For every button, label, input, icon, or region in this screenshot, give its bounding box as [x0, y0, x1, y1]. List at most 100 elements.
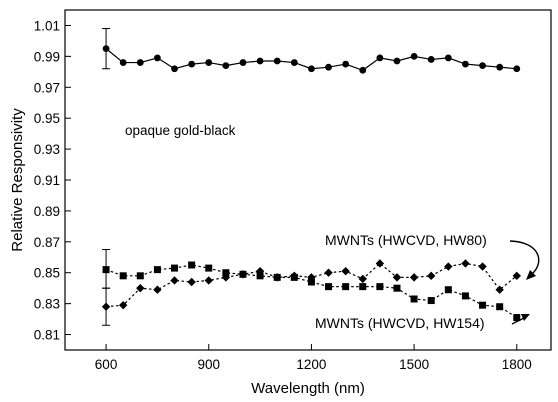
data-point — [239, 270, 247, 278]
data-point — [154, 54, 161, 62]
data-point — [119, 59, 127, 66]
data-point — [375, 259, 385, 268]
data-point — [479, 301, 487, 309]
data-point — [427, 271, 436, 281]
data-point — [512, 271, 521, 281]
data-point — [393, 284, 401, 292]
data-point — [290, 59, 298, 66]
data-point — [205, 264, 213, 272]
data-point — [359, 66, 367, 74]
annotation-opaque-gold-black: opaque gold-black — [125, 123, 236, 138]
data-point — [427, 56, 435, 63]
data-point — [444, 54, 452, 62]
data-point — [325, 283, 333, 291]
data-point — [392, 273, 402, 282]
series-layer — [101, 28, 521, 326]
data-point — [153, 266, 161, 274]
data-point — [101, 302, 111, 311]
data-point — [136, 272, 144, 280]
data-point — [496, 63, 504, 71]
annotation-hw80: MWNTs (HWCVD, HW80) — [325, 232, 487, 248]
y-tick-label: 0.81 — [34, 328, 60, 343]
data-point — [409, 273, 419, 282]
data-point — [171, 264, 179, 272]
data-point — [222, 269, 230, 277]
data-point — [496, 303, 504, 311]
data-point — [170, 276, 179, 285]
data-point — [136, 283, 145, 293]
data-point — [427, 297, 435, 305]
annotation-hw80-arrowhead — [526, 270, 536, 280]
data-point — [273, 57, 281, 65]
y-tick-label: 0.99 — [34, 49, 60, 64]
x-tick-label: 1800 — [502, 357, 532, 372]
x-tick-label: 600 — [95, 357, 118, 372]
annotation-hw80-arrow — [509, 240, 540, 275]
data-point — [359, 283, 367, 291]
data-point — [358, 274, 367, 284]
data-point — [342, 60, 350, 68]
x-axis-label: Wavelength (nm) — [251, 380, 365, 397]
data-point — [222, 62, 230, 70]
data-point — [513, 314, 521, 322]
data-point — [513, 65, 521, 73]
data-point — [273, 273, 281, 281]
data-point — [325, 63, 332, 71]
data-point — [495, 285, 504, 294]
data-point — [187, 277, 196, 287]
data-point — [461, 292, 469, 300]
data-point — [290, 273, 298, 281]
series-1 — [101, 259, 521, 326]
data-point — [479, 62, 486, 70]
data-point — [188, 261, 196, 269]
annotation-layer: opaque gold-black MWNTs (HWCVD, HW80) MW… — [125, 123, 540, 331]
data-point — [188, 60, 196, 68]
data-point — [341, 266, 350, 276]
data-point — [393, 57, 401, 65]
data-point — [256, 57, 264, 65]
data-point — [205, 59, 213, 66]
y-axis: 0.81 0.83 0.85 0.87 0.89 0.91 0.93 0.95 0.97 0.99… — [34, 18, 71, 343]
x-tick-label: 1200 — [296, 357, 326, 372]
annotation-hw154-arrow — [511, 317, 525, 325]
y-tick-label: 0.83 — [34, 297, 60, 312]
data-point — [307, 278, 315, 286]
y-tick-label: 1.01 — [34, 18, 60, 33]
y-tick-label: 0.95 — [34, 111, 60, 126]
data-point — [119, 272, 127, 280]
y-tick-label: 0.85 — [34, 266, 60, 281]
data-point — [444, 262, 453, 271]
x-tick-label: 900 — [197, 357, 220, 372]
data-point — [342, 283, 350, 291]
y-tick-label: 0.93 — [34, 142, 60, 157]
annotation-hw154: MWNTs (HWCVD, HW154) — [315, 315, 485, 331]
data-point — [462, 60, 469, 68]
data-point — [461, 259, 470, 268]
series-line — [105, 264, 518, 319]
y-axis-label: Relative Responsivity — [9, 108, 26, 252]
data-point — [136, 59, 144, 66]
data-point — [256, 272, 264, 280]
data-point — [376, 283, 384, 291]
x-axis: 600 900 1200 1500 1800 — [95, 344, 532, 372]
data-point — [239, 59, 247, 66]
data-point — [118, 300, 128, 310]
y-tick-label: 0.97 — [34, 80, 60, 95]
data-point — [171, 65, 178, 73]
data-point — [478, 262, 487, 271]
x-tick-label: 1500 — [399, 357, 429, 372]
data-point — [308, 65, 315, 73]
data-point — [444, 286, 452, 294]
data-point — [410, 295, 418, 303]
series-2 — [102, 249, 521, 322]
data-point — [324, 268, 333, 277]
y-tick-label: 0.87 — [34, 235, 60, 250]
data-point — [153, 285, 162, 294]
data-point — [204, 276, 213, 285]
annotation-hw154-arrowhead — [521, 314, 530, 321]
y-tick-label: 0.89 — [34, 204, 60, 219]
data-point — [102, 45, 110, 53]
series-0 — [102, 28, 521, 74]
data-point — [376, 54, 384, 62]
